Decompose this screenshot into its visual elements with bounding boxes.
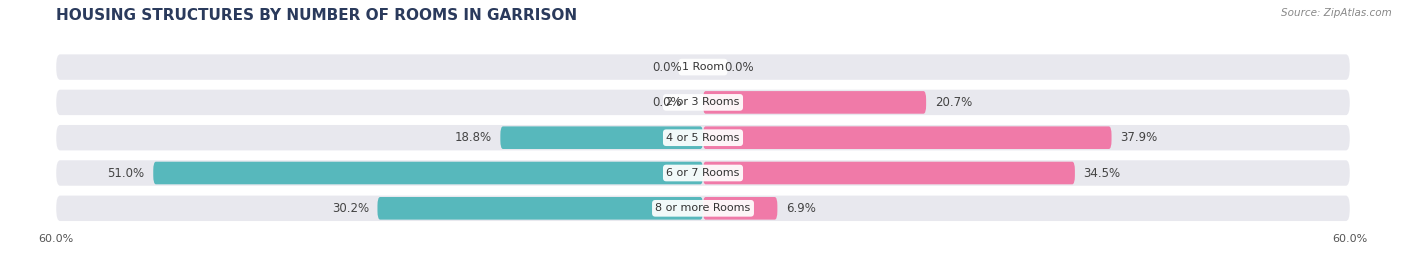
Text: 37.9%: 37.9% — [1121, 131, 1157, 144]
FancyBboxPatch shape — [56, 125, 1350, 150]
Text: 20.7%: 20.7% — [935, 96, 972, 109]
FancyBboxPatch shape — [501, 126, 703, 149]
Text: 0.0%: 0.0% — [652, 96, 682, 109]
Text: 6.9%: 6.9% — [786, 202, 815, 215]
Text: 2 or 3 Rooms: 2 or 3 Rooms — [666, 97, 740, 107]
FancyBboxPatch shape — [377, 197, 703, 220]
FancyBboxPatch shape — [56, 160, 1350, 186]
FancyBboxPatch shape — [703, 162, 1076, 184]
Text: 0.0%: 0.0% — [652, 60, 682, 74]
Text: 8 or more Rooms: 8 or more Rooms — [655, 203, 751, 213]
Text: Source: ZipAtlas.com: Source: ZipAtlas.com — [1281, 8, 1392, 18]
Text: 30.2%: 30.2% — [332, 202, 368, 215]
Text: 34.5%: 34.5% — [1084, 167, 1121, 180]
Text: 0.0%: 0.0% — [724, 60, 754, 74]
Text: HOUSING STRUCTURES BY NUMBER OF ROOMS IN GARRISON: HOUSING STRUCTURES BY NUMBER OF ROOMS IN… — [56, 8, 578, 23]
FancyBboxPatch shape — [703, 91, 927, 114]
FancyBboxPatch shape — [703, 126, 1112, 149]
Text: 18.8%: 18.8% — [454, 131, 492, 144]
Text: 4 or 5 Rooms: 4 or 5 Rooms — [666, 133, 740, 143]
FancyBboxPatch shape — [703, 197, 778, 220]
FancyBboxPatch shape — [56, 90, 1350, 115]
FancyBboxPatch shape — [56, 195, 1350, 221]
FancyBboxPatch shape — [153, 162, 703, 184]
FancyBboxPatch shape — [56, 54, 1350, 80]
Text: 6 or 7 Rooms: 6 or 7 Rooms — [666, 168, 740, 178]
Text: 1 Room: 1 Room — [682, 62, 724, 72]
Text: 51.0%: 51.0% — [107, 167, 145, 180]
